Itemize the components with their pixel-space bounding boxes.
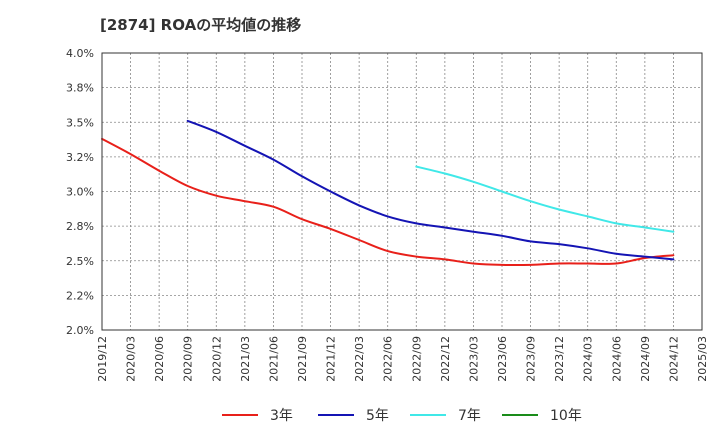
chart-title: [2874] ROAの平均値の推移 — [100, 16, 302, 34]
x-tick-label: 2020/12 — [210, 336, 223, 382]
y-tick-label: 2.0% — [66, 324, 94, 337]
y-tick-label: 2.5% — [66, 255, 94, 268]
plot-border — [101, 52, 703, 331]
x-axis-ticks: 2019/12 2020/03 2020/06 2020/09 2020/12 2021/… — [96, 336, 709, 382]
x-tick-label: 2023/06 — [496, 336, 509, 382]
y-tick-label: 3.0% — [66, 186, 94, 199]
x-tick-label: 2025/03 — [696, 336, 709, 382]
series-lines — [101, 119, 675, 267]
line-chart: 2.0% 2.2% 2.5% 2.8% 3.0% 3.2% 3.5% 3.8% 4.0% 201… — [66, 47, 709, 382]
x-tick-label: 2020/06 — [153, 336, 166, 382]
x-tick-label: 2024/06 — [610, 336, 623, 382]
x-tick-label: 2024/03 — [582, 336, 595, 382]
series-line-5年 — [186, 119, 675, 261]
legend-label: 10年 — [550, 408, 582, 424]
x-tick-label: 2021/12 — [325, 336, 338, 382]
y-axis-ticks: 2.0% 2.2% 2.5% 2.8% 3.0% 3.2% 3.5% 3.8% 4.0% — [66, 47, 94, 337]
series-line-3年 — [101, 137, 675, 267]
y-tick-label: 2.2% — [66, 289, 94, 302]
x-tick-label: 2024/09 — [639, 336, 652, 382]
x-tick-label: 2022/09 — [410, 336, 423, 382]
series-line-7年 — [415, 165, 675, 233]
x-tick-label: 2023/09 — [525, 336, 538, 382]
x-tick-label: 2022/03 — [353, 336, 366, 382]
legend-swatch — [222, 414, 258, 416]
legend-item: 7年 — [410, 406, 481, 424]
x-tick-label: 2023/12 — [553, 336, 566, 382]
x-tick-label: 2020/09 — [182, 336, 195, 382]
legend: 3年 5年 7年 10年 — [0, 400, 720, 430]
y-tick-label: 3.5% — [66, 116, 94, 129]
y-tick-label: 2.8% — [66, 220, 94, 233]
x-tick-label: 2021/09 — [296, 336, 309, 382]
legend-label: 3年 — [270, 408, 293, 424]
x-tick-label: 2023/03 — [467, 336, 480, 382]
legend-item: 10年 — [502, 406, 582, 424]
x-tick-label: 2020/03 — [125, 336, 138, 382]
y-tick-label: 3.2% — [66, 151, 94, 164]
legend-swatch — [502, 414, 538, 416]
x-tick-label: 2019/12 — [96, 336, 109, 382]
y-tick-label: 4.0% — [66, 47, 94, 60]
legend-label: 5年 — [366, 408, 389, 424]
legend-label: 7年 — [458, 408, 481, 424]
legend-swatch — [318, 414, 354, 416]
y-tick-label: 3.8% — [66, 82, 94, 95]
x-tick-label: 2024/12 — [667, 336, 680, 382]
x-tick-label: 2022/12 — [439, 336, 452, 382]
x-tick-label: 2022/06 — [382, 336, 395, 382]
legend-item: 5年 — [318, 406, 389, 424]
x-tick-label: 2021/06 — [267, 336, 280, 382]
legend-item: 3年 — [222, 406, 293, 424]
x-tick-label: 2021/03 — [239, 336, 252, 382]
legend-swatch — [410, 414, 446, 416]
grid — [102, 53, 702, 330]
